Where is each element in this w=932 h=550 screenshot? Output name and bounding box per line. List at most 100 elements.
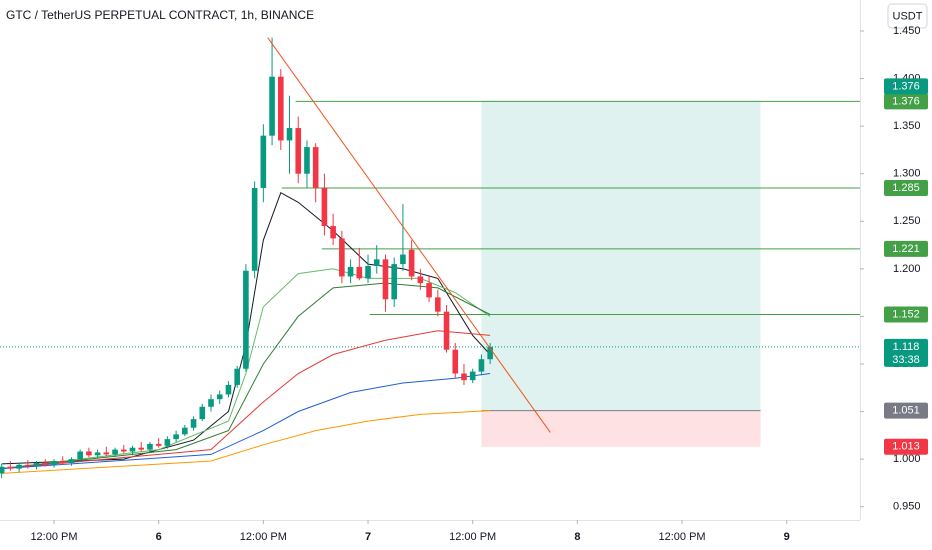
y-tick-label: 1.000 <box>893 453 921 465</box>
moving-average <box>1 191 491 465</box>
countdown-label: 33:38 <box>892 354 920 366</box>
candle-body <box>487 346 493 360</box>
candle-body <box>199 406 206 420</box>
x-tick-label: 7 <box>365 531 371 543</box>
candle-body <box>461 373 467 381</box>
currency-button[interactable] <box>887 3 928 29</box>
x-tick-label: 9 <box>784 531 790 543</box>
level-label: 1.152 <box>892 308 920 320</box>
level-label-box <box>884 179 928 196</box>
candle-body <box>94 452 101 456</box>
y-tick-label: 1.350 <box>893 120 921 132</box>
candle-body <box>16 464 22 469</box>
level-label-box <box>884 240 928 257</box>
target-label-box <box>884 78 928 95</box>
level-label: 1.221 <box>892 243 920 255</box>
candle-body <box>51 461 57 465</box>
candle-body <box>68 459 75 463</box>
candle-body <box>0 466 5 474</box>
candle-body <box>147 443 153 450</box>
candle-body <box>86 451 92 456</box>
y-tick-label: 1.200 <box>893 263 921 275</box>
plot-area <box>0 37 860 479</box>
candle-body <box>234 368 240 385</box>
candle-body <box>25 464 31 466</box>
candle-body <box>138 447 145 450</box>
candle-body <box>120 449 127 452</box>
moving-average <box>1 268 491 470</box>
candle-body <box>304 147 310 174</box>
candle-body <box>112 449 118 455</box>
chart-title: GTC / TetherUS PERPETUAL CONTRACT, 1h, B… <box>6 8 314 22</box>
current-price-label-box <box>884 338 928 367</box>
candle-body <box>251 187 258 271</box>
entry-label-box <box>884 402 928 419</box>
candle-body <box>164 439 171 446</box>
candle-body <box>7 466 14 469</box>
candle-body <box>347 266 354 277</box>
candle-body <box>59 461 66 463</box>
moving-average <box>1 373 491 470</box>
level-label: 1.285 <box>892 182 920 194</box>
candle-body <box>33 462 40 466</box>
candle-body <box>443 311 450 350</box>
y-tick-label: 1.450 <box>893 25 921 37</box>
x-tick-label: 8 <box>574 531 580 543</box>
profit-zone <box>481 101 761 411</box>
stop-label: 1.013 <box>892 441 920 453</box>
x-tick-label: 12:00 PM <box>659 531 706 543</box>
candle-body <box>365 265 371 279</box>
moving-average <box>1 410 491 474</box>
entry-label: 1.051 <box>892 405 920 417</box>
candle-body <box>208 399 214 407</box>
candle-body <box>260 135 267 188</box>
level-label: 1.376 <box>892 95 920 107</box>
level-label-box <box>884 93 928 110</box>
candle-body <box>452 349 459 374</box>
x-tick-label: 12:00 PM <box>30 531 77 543</box>
candle-body <box>243 270 249 369</box>
candle-body <box>286 128 293 141</box>
candle-body <box>216 394 223 400</box>
candle-body <box>426 283 432 298</box>
y-tick-label: 1.300 <box>893 168 921 180</box>
candle-body <box>373 259 380 266</box>
candle-body <box>469 371 476 381</box>
candle-body <box>77 451 83 460</box>
y-tick-label: 1.250 <box>893 215 921 227</box>
candle-body <box>417 276 424 284</box>
moving-average <box>1 330 491 470</box>
trendline <box>267 37 551 433</box>
current-price-label: 1.118 <box>893 341 920 353</box>
candle-body <box>103 452 110 455</box>
x-tick-label: 6 <box>156 531 162 543</box>
candle-body <box>321 187 328 227</box>
candle-body <box>277 76 284 141</box>
candle-body <box>408 249 415 277</box>
candle-body <box>312 147 319 188</box>
stop-label-box <box>884 438 928 455</box>
candle-body <box>173 434 179 440</box>
candle-body <box>190 419 197 428</box>
candle-body <box>400 254 406 265</box>
candle-body <box>391 264 397 300</box>
x-tick-label: 12:00 PM <box>449 531 496 543</box>
candle-body <box>295 128 302 174</box>
y-tick-label: 0.950 <box>893 501 921 513</box>
candle-body <box>382 259 389 300</box>
level-label-box <box>884 306 928 323</box>
candle-body <box>182 427 188 435</box>
target-label: 1.376 <box>892 80 920 92</box>
candle-body <box>129 447 136 452</box>
loss-zone <box>481 410 761 447</box>
candle-body <box>225 384 232 395</box>
x-tick-label: 12:00 PM <box>240 531 287 543</box>
candle-body <box>330 226 336 239</box>
currency-label[interactable]: USDT <box>893 10 923 22</box>
candle-body <box>339 238 345 277</box>
candle-body <box>269 76 275 136</box>
candle-body <box>435 297 441 312</box>
